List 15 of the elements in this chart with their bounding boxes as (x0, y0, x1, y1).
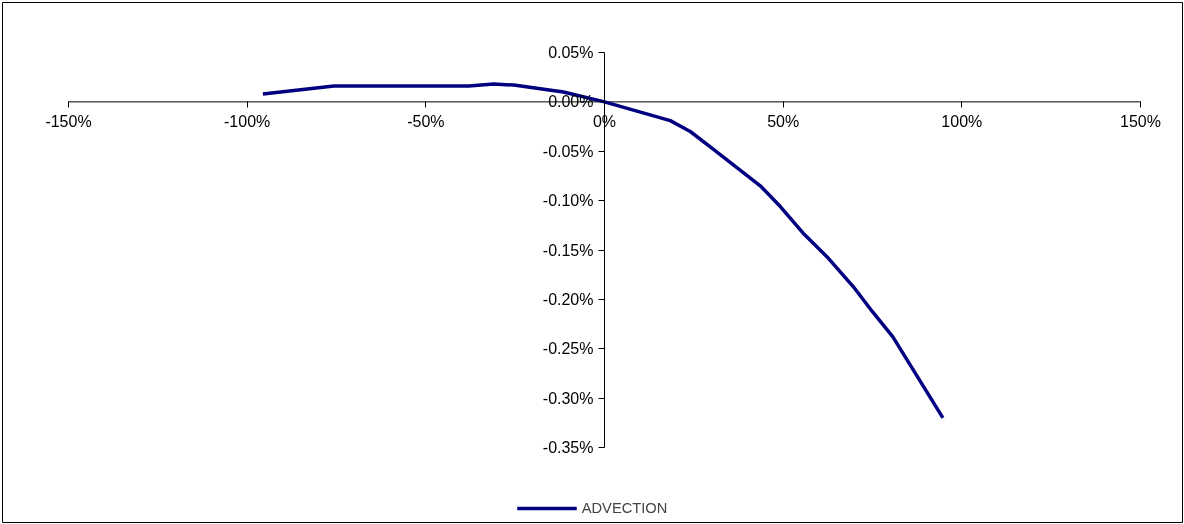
y-tick-label: -0.15% (542, 241, 594, 259)
y-tick-label: -0.20% (542, 290, 594, 308)
x-tick-label: -100% (224, 112, 271, 130)
x-tick-label: -150% (45, 112, 92, 130)
x-tick-label: 150% (1120, 112, 1161, 130)
y-tick-label: -0.30% (542, 389, 594, 407)
y-tick-label: -0.05% (542, 142, 594, 160)
y-tick-label: 0.05% (548, 44, 594, 61)
legend-label: ADVECTION (581, 500, 668, 516)
x-tick-label: -50% (407, 112, 445, 130)
y-tick-label: -0.25% (542, 340, 594, 358)
y-tick-label: -0.35% (542, 439, 594, 456)
x-tick-label: 100% (941, 112, 983, 130)
x-tick-label: 50% (767, 112, 800, 130)
y-tick-label: -0.10% (542, 192, 594, 210)
